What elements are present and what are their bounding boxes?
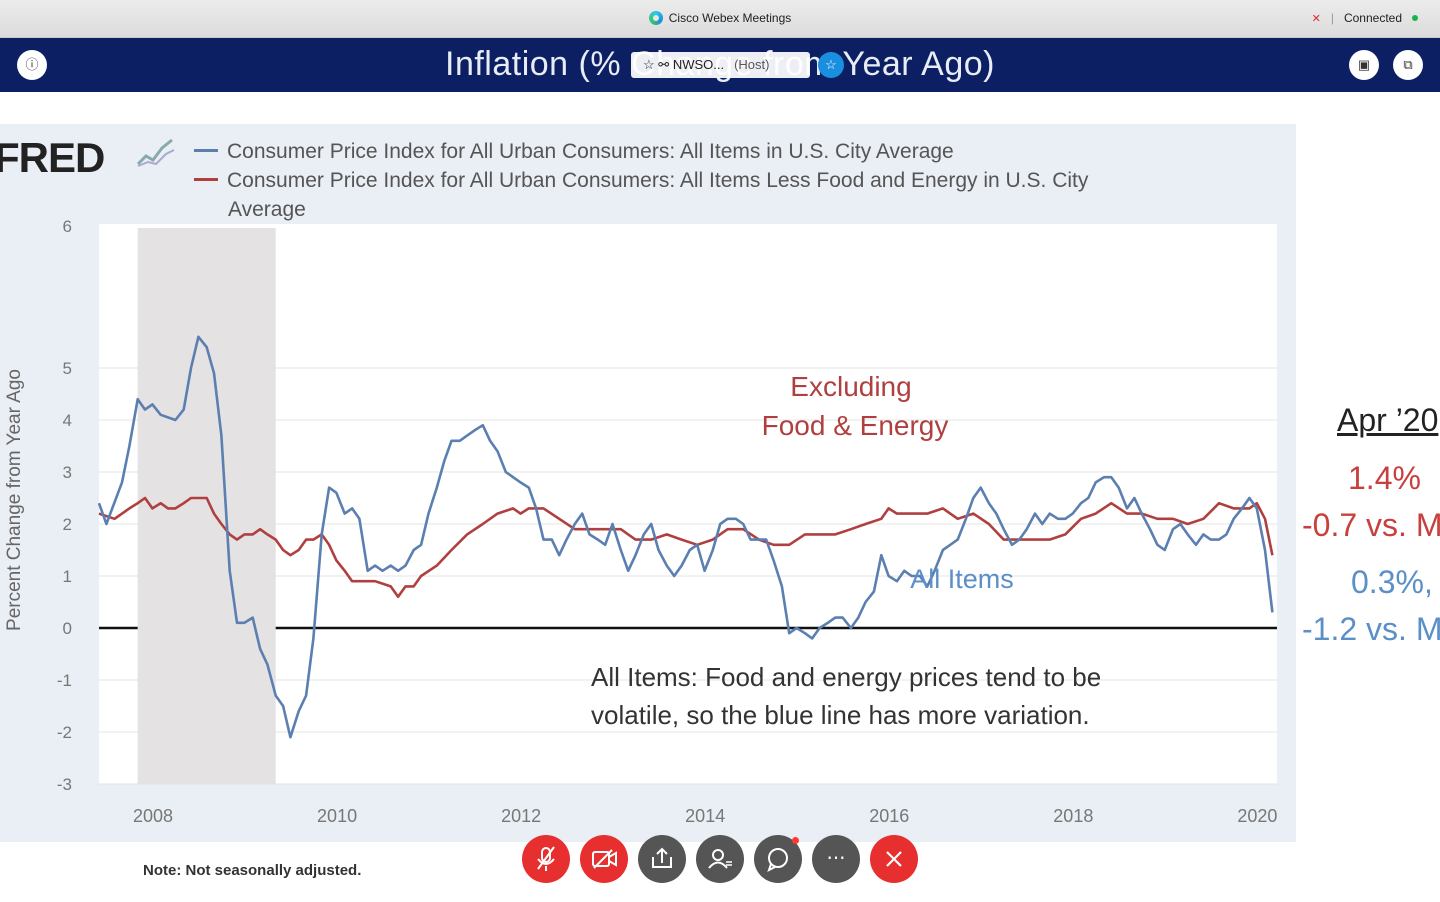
side-all-change: -1.2 vs. M xyxy=(1302,611,1440,647)
side-core-change: -0.7 vs. M xyxy=(1302,507,1440,543)
pin-button[interactable]: ☆ xyxy=(818,52,844,78)
annotation-excluding: Excluding xyxy=(790,371,911,402)
mic-muted-icon: ✕ xyxy=(1311,13,1321,25)
leave-meeting-button[interactable] xyxy=(870,835,918,883)
grid-lines xyxy=(99,367,1277,785)
chat-button[interactable] xyxy=(754,835,802,883)
y-tick-label: 0 xyxy=(63,619,72,638)
connected-dot-icon xyxy=(1412,15,1418,21)
fred-graph-logo-icon xyxy=(136,138,175,167)
recession-shading xyxy=(137,228,276,784)
side-all-value: 0.3%, xyxy=(1351,564,1433,600)
status-divider: | xyxy=(1330,11,1334,25)
presenter-role: (Host) xyxy=(734,57,770,72)
presenter-pill[interactable]: ☆ ⚯ NWSO... (Host) xyxy=(631,52,810,78)
legend-core-label: Consumer Price Index for All Urban Consu… xyxy=(227,169,1089,192)
y-tick-label: -1 xyxy=(57,671,72,690)
multi-window-button[interactable]: ⧉ xyxy=(1393,50,1423,80)
webex-logo-icon xyxy=(648,11,663,25)
unread-badge xyxy=(792,837,799,844)
annotation-note-line1: All Items: Food and energy prices tend t… xyxy=(591,662,1101,692)
window-titlebar: Cisco Webex Meetings ✕ | Connected xyxy=(0,0,1440,38)
legend-red-swatch xyxy=(194,178,218,181)
slide-header-bar: Inflation (% Change from Year Ago) ⓘ ☆ ⚯… xyxy=(0,38,1440,92)
more-icon: ⋯ xyxy=(826,848,846,869)
x-tick-label: 2010 xyxy=(317,806,357,826)
close-icon xyxy=(886,851,902,867)
y-axis-ticks: 6 5 4 3 2 1 0 -1 -2 -3 xyxy=(57,217,72,794)
x-tick-label: 2014 xyxy=(685,806,725,826)
pin-star-icon: ☆ xyxy=(825,57,837,72)
connection-status: ✕ | Connected xyxy=(1312,11,1418,25)
y-tick-label: -3 xyxy=(57,775,72,794)
x-tick-label: 2012 xyxy=(501,806,541,826)
y-tick-label: -2 xyxy=(57,723,72,742)
x-tick-label: 2008 xyxy=(133,806,173,826)
seasonal-note: Note: Not seasonally adjusted. xyxy=(143,862,362,879)
app-title: Cisco Webex Meetings xyxy=(668,11,792,25)
core-cpi-line xyxy=(98,496,1274,599)
legend-all-items-label: Consumer Price Index for All Urban Consu… xyxy=(227,140,954,163)
legend-blue-swatch xyxy=(194,149,218,152)
chat-icon xyxy=(767,848,788,872)
sharing-icon: ⚯ xyxy=(658,57,670,72)
layout-button[interactable]: ▣ xyxy=(1349,50,1379,80)
fred-logo: FRED xyxy=(0,134,105,181)
all-items-cpi-line xyxy=(97,335,1274,739)
app-title-group: Cisco Webex Meetings xyxy=(0,11,1440,25)
share-button[interactable] xyxy=(638,835,686,883)
participants-button[interactable] xyxy=(696,835,744,883)
y-tick-label: 6 xyxy=(63,217,72,236)
mic-off-icon xyxy=(537,846,555,871)
connection-status-text: Connected xyxy=(1343,11,1402,25)
x-axis-ticks: 2008 2010 2012 2014 2016 2018 2020 xyxy=(133,806,1277,826)
windows-icon: ⧉ xyxy=(1403,57,1413,72)
recession-band xyxy=(137,228,276,784)
picture-in-picture-icon: ▣ xyxy=(1357,57,1371,72)
chart-series xyxy=(97,335,1274,739)
star-icon: ☆ xyxy=(643,57,655,72)
participants-icon xyxy=(708,849,732,869)
y-tick-label: 2 xyxy=(63,515,72,534)
presenter-name: NWSO... xyxy=(672,57,725,72)
mute-button[interactable] xyxy=(522,835,570,883)
y-tick-label: 3 xyxy=(63,463,72,482)
annotation-note-line2: volatile, so the blue line has more vari… xyxy=(591,700,1090,730)
video-button[interactable] xyxy=(580,835,628,883)
x-tick-label: 2016 xyxy=(869,806,909,826)
x-tick-label: 2020 xyxy=(1237,806,1277,826)
annotation-food-energy: Food & Energy xyxy=(762,410,949,441)
share-icon xyxy=(652,847,672,868)
legend-all-items: Consumer Price Index for All Urban Consu… xyxy=(194,140,954,164)
side-core-value: 1.4% xyxy=(1348,460,1421,496)
legend-core: Consumer Price Index for All Urban Consu… xyxy=(194,169,1088,193)
meeting-info-button[interactable]: ⓘ xyxy=(17,50,47,80)
annotation-all-items: All Items xyxy=(910,564,1014,594)
y-tick-label: 4 xyxy=(63,411,72,430)
legend-core-label-line2: Average xyxy=(228,198,306,221)
y-tick-label: 5 xyxy=(63,359,72,378)
more-options-button[interactable]: ⋯ xyxy=(812,835,860,883)
info-icon: ⓘ xyxy=(25,57,39,72)
side-header: Apr ’20 xyxy=(1337,402,1439,438)
y-axis-label: Percent Change from Year Ago xyxy=(4,369,25,631)
y-tick-label: 1 xyxy=(63,567,72,586)
x-tick-label: 2018 xyxy=(1053,806,1093,826)
shared-slide: FRED Consumer Price Index for All Urban … xyxy=(0,92,1440,900)
video-off-icon xyxy=(592,849,617,869)
